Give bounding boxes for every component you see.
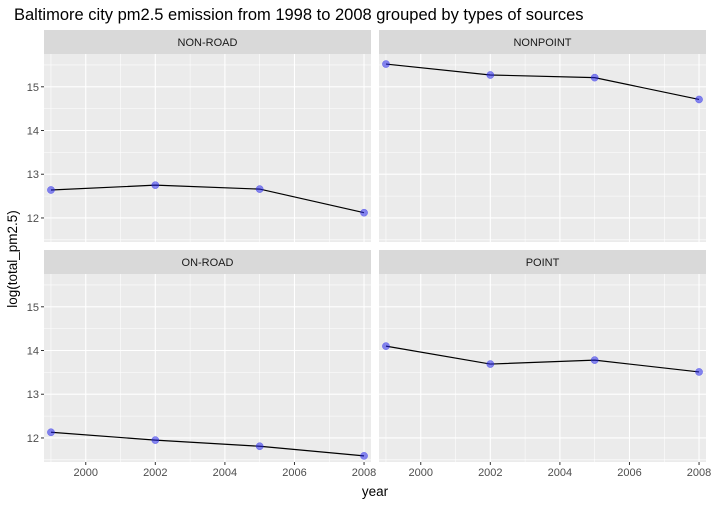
data-point <box>255 185 264 193</box>
data-point <box>151 436 160 444</box>
panel-background <box>44 274 371 462</box>
data-point <box>360 208 368 217</box>
data-point <box>382 342 390 350</box>
y-tick-label: 14 <box>27 346 39 358</box>
series-line <box>385 63 700 101</box>
data-point <box>151 181 160 190</box>
data-point <box>590 73 599 82</box>
y-tick-label: 14 <box>27 126 39 138</box>
panel-background <box>379 274 706 462</box>
y-tick-label: 15 <box>27 302 39 314</box>
data-point <box>47 428 55 437</box>
series-line <box>385 345 700 373</box>
data-point <box>486 71 495 79</box>
x-axis-title: year <box>362 484 389 499</box>
data-point <box>382 60 390 68</box>
x-tick-label: 2000 <box>74 467 98 479</box>
series-line <box>50 431 365 457</box>
series-line <box>50 184 365 214</box>
panel-background <box>44 54 371 242</box>
x-tick-label: 2004 <box>213 467 237 479</box>
facet-strip <box>379 250 706 274</box>
x-tick-label: 2000 <box>409 467 433 479</box>
facet-panel-non-road: NON-ROAD 12 13 14 15 <box>27 30 371 242</box>
data-point <box>486 360 495 368</box>
facet-panel-point: POINT 2000 2002 2004 2006 2008 <box>379 250 711 479</box>
y-axis-title: log(total_pm2.5) <box>5 210 20 308</box>
facet-label: ON-ROAD <box>182 257 234 269</box>
y-tick-label: 12 <box>27 433 39 445</box>
facet-strip <box>44 250 371 274</box>
x-tick-label: 2008 <box>352 467 376 479</box>
facet-panels: NON-ROAD 12 13 14 15 NONPOINT ON-ROAD 12 13 14 15 2… <box>27 30 711 479</box>
x-tick-label: 2004 <box>548 467 572 479</box>
x-tick-label: 2006 <box>617 467 641 479</box>
x-tick-label: 2002 <box>478 467 502 479</box>
x-tick-label: 2006 <box>282 467 306 479</box>
y-tick-label: 15 <box>27 82 39 94</box>
data-point <box>47 186 55 194</box>
facet-label: NON-ROAD <box>178 37 238 49</box>
data-point <box>590 356 599 364</box>
x-tick-label: 2002 <box>143 467 167 479</box>
data-point <box>360 452 368 460</box>
x-tick-label: 2008 <box>687 467 711 479</box>
y-tick-label: 13 <box>27 389 39 401</box>
data-point <box>695 95 703 104</box>
facet-label: NONPOINT <box>513 37 571 49</box>
facet-label: POINT <box>526 257 560 269</box>
data-point <box>255 442 264 451</box>
facet-strip <box>379 30 706 54</box>
y-tick-label: 13 <box>27 169 39 181</box>
panel-background <box>379 54 706 242</box>
facet-panel-nonpoint: NONPOINT <box>379 30 706 242</box>
chart-title: Baltimore city pm2.5 emission from 1998 … <box>14 6 584 24</box>
facet-strip <box>44 30 371 54</box>
y-tick-label: 12 <box>27 213 39 225</box>
data-point <box>695 368 703 376</box>
facet-panel-on-road: ON-ROAD 12 13 14 15 2000 2002 2004 2006 2008 <box>27 250 376 479</box>
